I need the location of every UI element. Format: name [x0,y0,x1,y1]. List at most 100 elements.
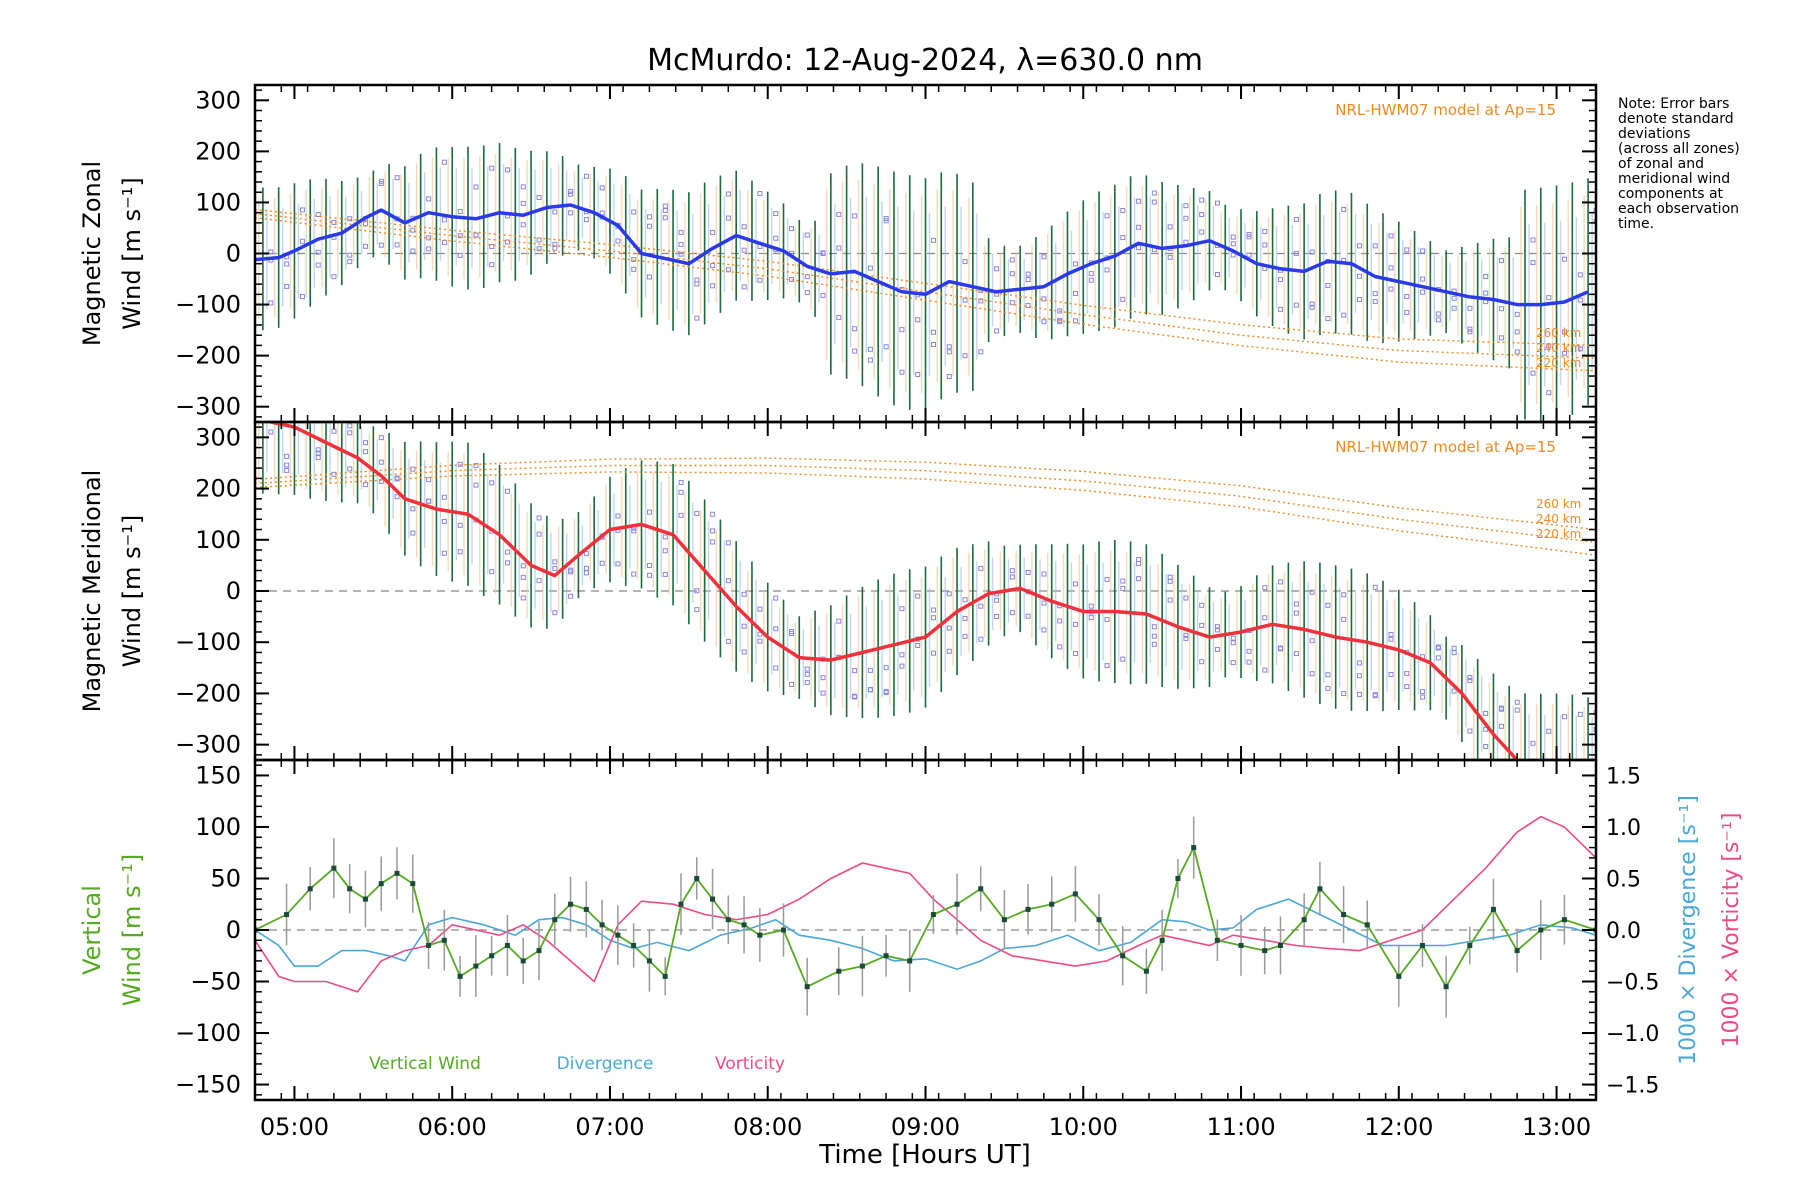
zone-marker [1230,635,1236,641]
zone-marker [1577,297,1583,303]
zone-marker [694,607,700,613]
zone-marker [1498,705,1504,711]
zone-marker [678,489,684,495]
zone-marker [347,423,353,429]
zone-marker [1563,792,1567,796]
vertical-wind-point [1262,948,1268,954]
vertical-wind-point [662,973,668,979]
zone-marker [1309,301,1315,307]
y-axis-label-line2: Wind [m s⁻¹] [118,177,146,329]
x-tick-label: 05:00 [260,1113,329,1141]
zone-marker [473,482,479,488]
zone-marker [994,328,1000,334]
y-tick-label: −100 [175,628,241,656]
zone-marker [1120,585,1126,591]
model-alt-label: 240 km [1536,341,1581,355]
zone-marker [1356,673,1362,679]
zone-marker [867,667,873,673]
zone-marker [268,249,274,255]
zone-marker [1104,213,1110,219]
zone-marker [647,274,653,280]
vorticity-line [255,815,1596,993]
zone-marker [457,252,463,258]
zone-marker [1467,678,1473,684]
zone-marker [520,222,526,228]
zone-marker [331,274,337,280]
zone-marker [299,207,305,213]
vertical-wind-point [930,912,936,918]
zone-marker [347,430,353,436]
zone-marker [536,531,542,537]
zone-marker [1025,271,1031,277]
x-tick-label: 11:00 [1206,1113,1275,1141]
zone-marker [1467,326,1473,332]
zone-marker [694,510,700,516]
zone-marker [1167,574,1173,580]
vertical-wind-point [1443,984,1449,990]
zone-marker [804,671,810,677]
vertical-wind-point [599,922,605,928]
zone-marker [883,690,889,696]
zone-marker [1262,242,1268,248]
zone-marker [1214,627,1220,633]
zone-marker [710,539,716,545]
zone-marker [725,215,731,221]
zone-marker [300,416,304,420]
zone-marker [994,614,1000,620]
zone-marker [1025,277,1031,283]
zone-marker [615,561,621,567]
zone-marker [599,560,605,566]
zone-marker [1404,671,1410,677]
zone-marker [520,595,526,601]
vorticity-axis-label: 1000 × Vorticity [s⁻¹] [1719,813,1744,1048]
zone-marker [1151,641,1157,647]
zone-marker [1151,624,1157,630]
zone-marker [1278,276,1284,282]
model-alt-label: 220 km [1536,527,1581,541]
y-tick-label: 200 [195,137,241,165]
zone-marker [1120,656,1126,662]
y-tick-label: 150 [195,761,241,789]
zone-marker [394,475,400,481]
y-axis-label-line2: Wind [m s⁻¹] [118,854,146,1006]
zone-marker [1009,300,1015,306]
zone-marker [662,215,668,221]
zone-marker [1593,219,1596,225]
zone-marker [1104,267,1110,273]
model-alt-label: 220 km [1536,356,1581,370]
legend-item: Vertical Wind [369,1054,481,1074]
zone-marker [1593,710,1596,716]
vertical-wind-point [1277,942,1283,948]
vertical-wind-point [1538,927,1544,933]
y-tick-label: 100 [195,188,241,216]
vertical-wind-point [1049,901,1055,907]
zone-marker [1214,624,1220,630]
vertical-wind-point [362,896,368,902]
x-tick-label: 09:00 [891,1113,960,1141]
zone-marker [757,638,763,644]
zone-marker [1498,306,1504,312]
vertical-wind-point [615,932,621,938]
zone-marker [1435,655,1441,661]
zone-marker [1483,290,1489,296]
zone-marker [962,615,968,621]
zone-marker [1435,311,1441,317]
zone-marker [1120,208,1126,214]
zone-marker [962,633,968,639]
zone-marker [1041,627,1047,633]
zone-marker [520,563,526,569]
zone-marker [899,606,905,612]
zone-marker [1041,600,1047,606]
zone-marker [647,223,653,229]
zone-marker [1136,198,1142,204]
zone-marker [1136,224,1142,230]
zone-marker [867,346,873,352]
zone-marker [1483,710,1489,716]
zone-marker [505,549,511,555]
plot-area [255,416,1596,796]
zone-marker [1388,631,1394,637]
x-tick-label: 08:00 [733,1113,802,1141]
vertical-wind-point [457,973,463,979]
zone-marker [1136,556,1142,562]
vertical-wind-point [907,958,913,964]
